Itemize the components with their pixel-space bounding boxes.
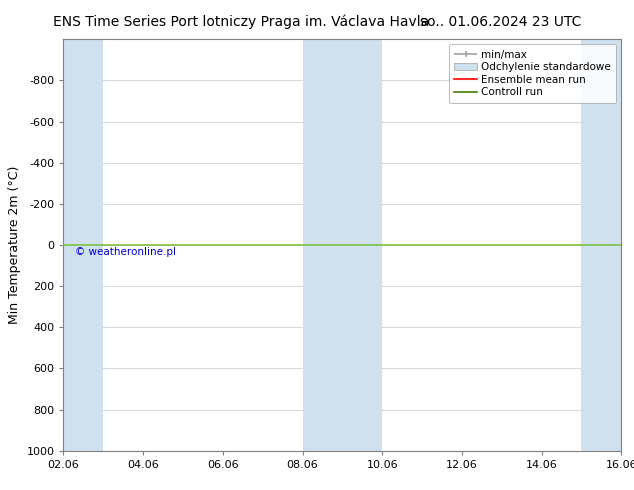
Bar [581, 39, 621, 451]
Legend: min/max, Odchylenie standardowe, Ensemble mean run, Controll run: min/max, Odchylenie standardowe, Ensembl… [449, 45, 616, 102]
Bar [63, 39, 103, 451]
Text: so.. 01.06.2024 23 UTC: so.. 01.06.2024 23 UTC [420, 15, 581, 29]
Text: ENS Time Series Port lotniczy Praga im. Václava Havla: ENS Time Series Port lotniczy Praga im. … [53, 15, 429, 29]
Text: © weatheronline.pl: © weatheronline.pl [75, 247, 176, 257]
Y-axis label: Min Temperature 2m (°C): Min Temperature 2m (°C) [8, 166, 21, 324]
Bar [302, 39, 382, 451]
